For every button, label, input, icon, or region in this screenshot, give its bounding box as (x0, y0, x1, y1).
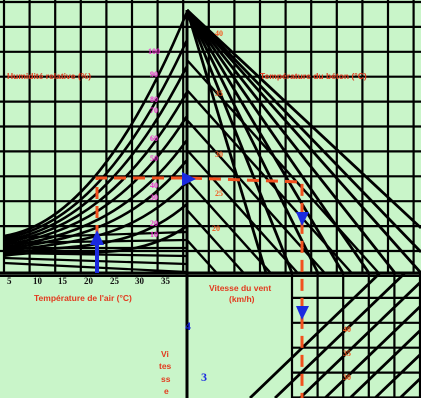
concrete-temperature-line (186, 239, 218, 274)
humidity-curve-label: 20 (150, 219, 158, 228)
blue-arrow-head-up (90, 230, 104, 245)
wind-speed-line (324, 303, 421, 398)
air-temp-tick: 30 (135, 276, 145, 286)
blue-arrow-head-down (296, 212, 309, 226)
wind-speed-line (374, 351, 421, 398)
humidity-curve-label: 40 (150, 181, 158, 190)
air-temp-tick: 5 (7, 276, 12, 286)
humidity-curve (3, 11, 189, 238)
concrete-temperature-line (186, 149, 299, 274)
vertical-label-part-1: Vi (161, 349, 169, 359)
concrete-temperature-line (185, 9, 320, 274)
concrete-temp-label: 20 (212, 224, 220, 233)
air-temp-tick: 35 (161, 276, 171, 286)
concrete-temperature-line (185, 9, 268, 274)
air-temp-tick: 25 (110, 276, 120, 286)
concrete-temperature-line (186, 8, 421, 230)
concrete-temperature-line (186, 209, 245, 274)
wind-speed-label: 40 (343, 325, 351, 334)
blue-arrow-head-down (296, 306, 309, 320)
humidity-curve (3, 65, 189, 242)
air-temp-tick: 10 (33, 276, 43, 286)
wind-speed-line (249, 271, 381, 398)
humidity-curve-label: 10 (150, 230, 158, 239)
wind-speed-line (274, 271, 406, 398)
air-temp-tick: 15 (58, 276, 68, 286)
humidity-axis-title: Humidité relative (%) (7, 71, 91, 81)
example-path (90, 172, 309, 398)
wind-speed-label: 30 (343, 373, 351, 382)
concrete-temperature-line (185, 9, 294, 274)
humidity-curve (3, 39, 189, 240)
humidity-curve-label: 80 (150, 95, 158, 104)
concrete-temp-label: 40 (215, 29, 223, 38)
humidity-curve-label: 100 (148, 47, 160, 56)
concrete-temperature-line (185, 9, 397, 274)
vertical-label-part-2: tes (159, 361, 172, 371)
concrete-temp-label: 35 (215, 89, 223, 98)
humidity-curve (3, 115, 189, 247)
blue-marker-4: 4 (185, 319, 191, 333)
concrete-temp-label: 30 (215, 150, 223, 159)
concrete-temperature-axis-title: Température du béton (°C) (260, 71, 367, 81)
concrete-temperature-line (185, 9, 421, 274)
vertical-label-part-4: e (164, 386, 169, 396)
concrete-temperature-line (186, 179, 272, 274)
humidity-curve-label: 90 (150, 70, 158, 79)
concrete-temperature-line (185, 9, 421, 253)
wind-speed-lines (249, 271, 421, 398)
concrete-temp-label: 25 (215, 189, 223, 198)
air-temp-tick: 20 (84, 276, 94, 286)
humidity-curve-label: 60 (150, 134, 158, 143)
humidity-curve-label: 30 (150, 193, 158, 202)
air-temperature-axis-title: Température de l'air (°C) (34, 293, 132, 303)
humidity-curve (3, 159, 189, 251)
wind-speed-line (299, 279, 421, 398)
blue-arrow-head-right (182, 172, 196, 186)
humidity-curve-label: 70 (150, 106, 158, 115)
wind-speed-label: 35 (343, 349, 351, 358)
humidity-curves (3, 11, 189, 274)
humidity-curve-label: 50 (150, 154, 158, 163)
wind-speed-axis-unit: (km/h) (229, 294, 255, 304)
wind-speed-axis-title: Vitesse du vent (209, 283, 271, 293)
concrete-temperature-line (185, 9, 345, 274)
vertical-label-part-3: ss (161, 374, 171, 384)
concrete-temperature-line (186, 59, 380, 274)
wind-speed-line (349, 327, 421, 398)
blue-marker-3: 3 (201, 370, 207, 384)
